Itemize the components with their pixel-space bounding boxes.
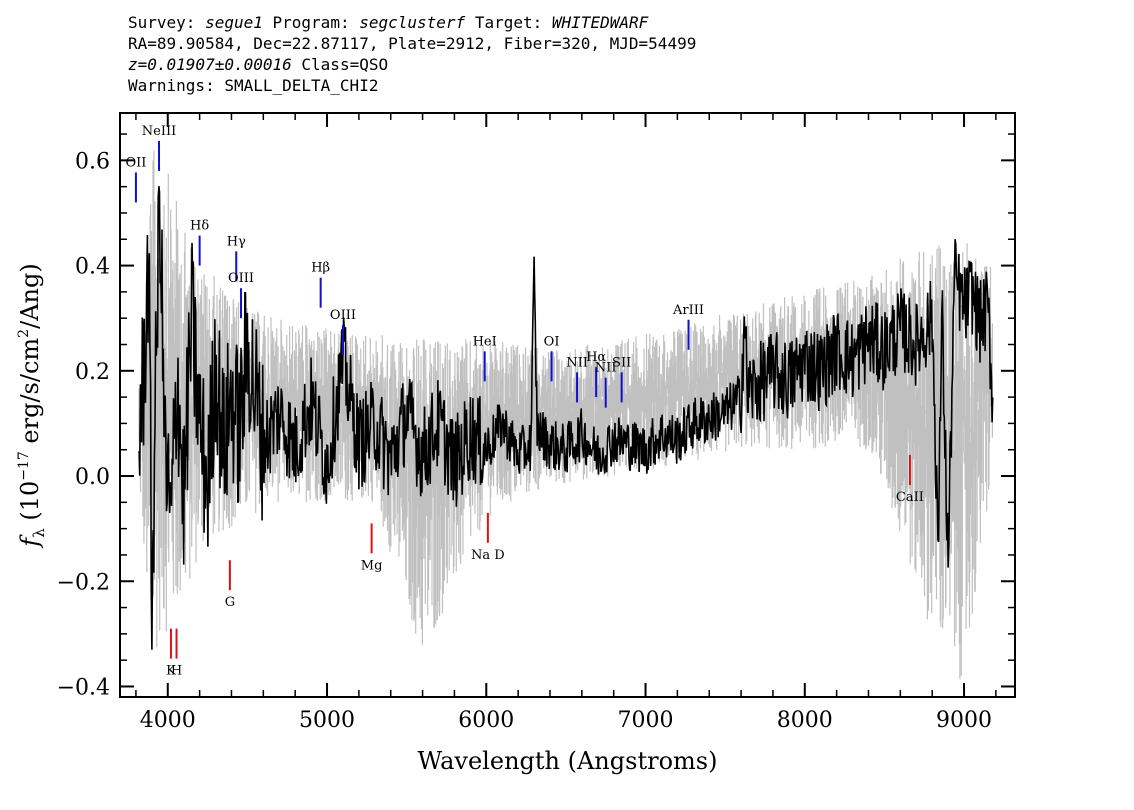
survey-label: Survey: (128, 13, 196, 32)
emission-line-label: SII (612, 355, 631, 370)
x-tick-label: 5000 (299, 708, 355, 733)
class-value: Class=QSO (301, 55, 389, 74)
x-axis-title: Wavelength (Angstroms) (418, 747, 718, 775)
emission-line-label: NII (595, 361, 617, 376)
absorption-line-label: G (225, 595, 235, 610)
emission-line-label: OIII (330, 308, 356, 323)
y-tick-label: 0.6 (75, 149, 110, 174)
spectrum-header: Survey: segue1 Program: segclusterf Targ… (128, 12, 696, 96)
flux-layer (138, 186, 994, 650)
survey-value: segue1 (205, 13, 263, 32)
redshift-value: z=0.01907±0.00016 (128, 55, 292, 74)
x-tick-label: 6000 (458, 708, 514, 733)
flux-line (138, 186, 994, 650)
y-tick-label: 0.4 (75, 255, 110, 280)
emission-line-label: Hγ (227, 234, 246, 249)
target-label: Target: (474, 13, 543, 32)
ylabel-units: erg/s/cm (16, 338, 44, 452)
absorption-line-label: Na D (471, 548, 505, 563)
emission-line-label: ArIII (672, 303, 704, 318)
emission-line-label: OIII (228, 271, 254, 286)
y-axis-title: fλ (10−17 erg/s/cm2/Ang) (16, 263, 48, 548)
emission-line-label: HeI (473, 334, 497, 349)
y-tick-label: −0.2 (57, 570, 110, 595)
header-line-redshift: z=0.01907±0.00016 Class=QSO (128, 54, 696, 75)
ylabel-text: (10 (16, 481, 44, 529)
x-tick-label: 8000 (777, 708, 833, 733)
ylabel-units-end: /Ang) (16, 263, 44, 329)
absorption-line-label: CaII (896, 490, 924, 505)
y-tick-label: −0.4 (57, 675, 110, 700)
emission-line-label: OI (544, 334, 560, 349)
x-tick-label: 7000 (618, 708, 674, 733)
header-line-warnings: Warnings: SMALL_DELTA_CHI2 (128, 76, 379, 95)
axes-layer: 4000 5000 6000 7000 8000 9000 −0.4 −0.2 0.0 0.2 0.… (57, 113, 1015, 733)
header-line-coords: RA=89.90584, Dec=22.87117, Plate=2912, F… (128, 34, 697, 53)
emission-line-label: Hδ (190, 219, 209, 234)
emission-line-label: Hβ (311, 261, 330, 276)
emission-line-label: NII (566, 355, 588, 370)
x-tick-label: 4000 (140, 708, 196, 733)
ylabel-exponent: −17 (16, 451, 32, 481)
plot-frame (119, 112, 1016, 698)
program-label: Program: (272, 13, 350, 32)
absorption-line-label: K (166, 664, 176, 679)
emission-line-label: Hα (586, 350, 606, 365)
header-line-target: Survey: segue1 Program: segclusterf Targ… (128, 12, 696, 33)
absorption-line-label: H (171, 664, 182, 679)
y-tick-label: 0.0 (75, 465, 110, 490)
x-tick-label: 9000 (936, 708, 992, 733)
ylabel-subscript: λ (30, 528, 48, 538)
target-value: WHITEDWARF (551, 13, 649, 32)
ylabel-square: 2 (16, 329, 32, 338)
emission-line-label: NeIII (142, 124, 176, 139)
absorption-line-label: Mg (361, 558, 383, 573)
y-tick-label: 0.2 (75, 360, 110, 385)
program-value: segclusterf (359, 13, 466, 32)
emission-line-label: OII (125, 155, 146, 170)
